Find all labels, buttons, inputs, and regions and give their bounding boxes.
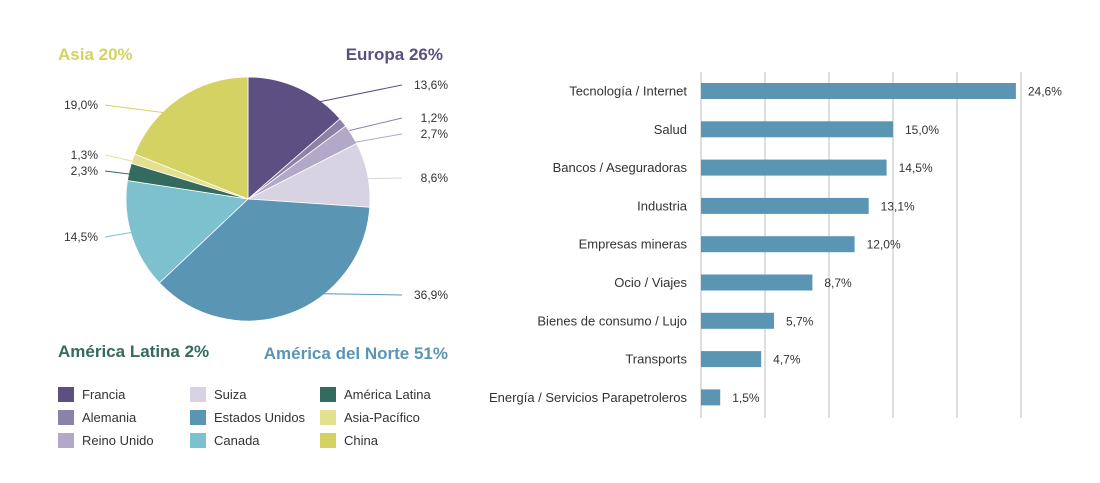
legend-item: Asia-Pacífico (320, 408, 420, 426)
legend-item: América Latina (320, 385, 431, 403)
pie-legend: Francia Suiza América Latina Alemania Estado… (58, 385, 458, 455)
region-label-america-del-norte: América del Norte 51% (263, 344, 448, 363)
pie-chart: 13,6% 1,2% 2,7% 8,6% 36,9% 14,5% 2,3% 1,3% 19,0% (64, 76, 449, 322)
legend-item: Estados Unidos (190, 408, 305, 426)
bar-category-label: Tecnología / Internet (569, 84, 687, 99)
pie-leader-line (104, 154, 154, 167)
region-label-america-latina: América Latina 2% (58, 342, 210, 361)
pie-slice-canada (125, 180, 249, 284)
bar-4 (701, 236, 855, 253)
legend-label: Reino Unido (82, 432, 154, 448)
legend-label: América Latina (344, 386, 431, 402)
legend-swatch (58, 409, 74, 425)
bar-chart: Tecnología / Internet 24,6% Salud 15,0% Banc… (489, 72, 1062, 418)
legend-swatch (190, 432, 206, 448)
pie-value-label: 2,7% (421, 127, 449, 141)
legend-label: Suiza (214, 386, 247, 402)
legend-swatch (320, 432, 336, 448)
legend-swatch (190, 409, 206, 425)
legend-item: China (320, 431, 378, 449)
bar-0 (701, 83, 1016, 99)
pie-value-label: 19,0% (64, 98, 98, 112)
pie-leader-line (104, 104, 192, 117)
pie-value-label: 8,6% (421, 171, 449, 185)
pie-value-label: 36,9% (414, 288, 448, 302)
legend-label: China (344, 432, 378, 448)
legend-swatch (320, 409, 336, 425)
bar-value-label: 13,1% (881, 199, 915, 213)
pie-leader-line (289, 84, 403, 109)
legend-item: Francia (58, 385, 125, 403)
pie-leader-line (332, 133, 403, 147)
legend-label: Francia (82, 386, 126, 402)
bar-category-label: Ocio / Viajes (614, 275, 687, 290)
bar-8 (701, 389, 721, 406)
bar-3 (701, 197, 869, 214)
pie-leader-line (345, 177, 403, 180)
pie-value-label: 2,3% (71, 164, 99, 178)
legend-swatch (58, 432, 74, 448)
bar-2 (701, 159, 887, 176)
bar-category-label: Bancos / Aseguradoras (553, 160, 688, 175)
pie-slice-estados-unidos (158, 198, 371, 322)
bar-category-label: Transports (625, 352, 687, 367)
bar-value-label: 24,6% (1028, 85, 1062, 99)
bar-value-label: 4,7% (773, 353, 801, 367)
bar-1 (701, 121, 893, 138)
pie-slice-francia (247, 76, 341, 200)
bar-value-label: 5,7% (786, 314, 814, 328)
bar-7 (701, 351, 762, 368)
legend-label: Canada (214, 432, 260, 448)
bar-value-label: 12,0% (867, 238, 901, 252)
pie-value-label: 1,2% (421, 111, 449, 125)
pie-value-label: 13,6% (414, 78, 448, 92)
legend-swatch (190, 386, 206, 402)
bar-value-label: 1,5% (732, 391, 760, 405)
pie-value-label: 14,5% (64, 230, 98, 244)
bar-6 (701, 312, 774, 329)
pie-leader-line (281, 292, 403, 296)
bar-category-label: Salud (654, 122, 687, 137)
legend-label: Alemania (82, 409, 137, 425)
pie-leader-line (104, 228, 153, 238)
bar-category-label: Empresas mineras (579, 237, 688, 252)
pie-slice-china (134, 76, 249, 200)
bar-value-label: 8,7% (824, 276, 852, 290)
pie-value-label: 1,3% (71, 148, 99, 162)
bar-value-label: 14,5% (899, 161, 933, 175)
legend-item: Canada (190, 431, 260, 449)
legend-label: Asia-Pacífico (344, 409, 420, 425)
legend-swatch (320, 386, 336, 402)
region-label-asia: Asia 20% (58, 45, 133, 64)
bar-value-label: 15,0% (905, 123, 939, 137)
legend-item: Reino Unido (58, 431, 154, 449)
pie-leader-line (104, 170, 151, 178)
legend-item: Alemania (58, 408, 136, 426)
legend-label: Estados Unidos (214, 409, 306, 425)
bar-5 (701, 274, 813, 291)
bar-category-label: Energía / Servicios Parapetroleros (489, 390, 687, 405)
bar-category-label: Industria (637, 198, 688, 213)
legend-item: Suiza (190, 385, 247, 403)
legend-swatch (58, 386, 74, 402)
region-label-europa: Europa 26% (345, 45, 443, 64)
bar-category-label: Bienes de consumo / Lujo (537, 313, 687, 328)
